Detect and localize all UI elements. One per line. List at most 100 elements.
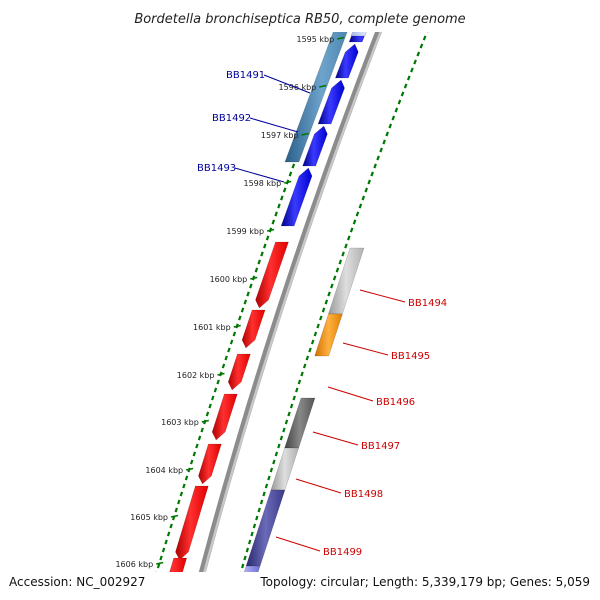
topology-text: Topology: circular; Length: 5,339,179 bp… [259, 575, 590, 589]
map-title: Bordetella bronchiseptica RB50, complete… [134, 12, 465, 27]
cds-reverse-arrow [211, 393, 238, 441]
gene-leader-line [359, 289, 406, 303]
right-tick-dot [385, 131, 389, 137]
cds-forward-arrow [302, 125, 328, 167]
right-tick-dot [419, 43, 424, 49]
gene-label-left: BB1493 [197, 163, 236, 174]
left-tick-dot [195, 443, 199, 449]
gene-leader-line [234, 167, 285, 183]
right-tick-dot [252, 523, 257, 529]
left-tick-dot [265, 235, 270, 241]
left-tick-dot [166, 531, 171, 537]
dark-feature [284, 397, 316, 449]
right-tick-dot [295, 387, 299, 393]
gene-leader-line [249, 117, 299, 133]
right-tick-dot [279, 435, 284, 441]
right-tick-dot [284, 419, 289, 425]
right-tick-dot [289, 403, 294, 409]
left-tick-dot [254, 267, 259, 273]
right-tick-dot [341, 251, 345, 257]
kbp-tick-label: 1599 kbp [226, 227, 264, 236]
right-tick-dot [300, 371, 304, 377]
cds-forward-arrow [317, 79, 345, 125]
gene-leader-line [327, 386, 374, 402]
kbp-tick-mark [319, 84, 327, 88]
purple-feature [245, 489, 286, 567]
right-tick-dot [277, 443, 281, 449]
right-tick-dot [355, 211, 360, 217]
left-tick-dot [159, 555, 163, 561]
right-tick-dot [335, 267, 340, 273]
left-tick-dot [189, 459, 194, 465]
left-tick-dot [179, 491, 184, 497]
right-tick-dot [243, 555, 247, 561]
right-tick-dot [391, 115, 396, 121]
right-tick-dot [388, 123, 393, 129]
kbp-tick-label: 1606 kbp [115, 560, 153, 569]
left-tick-dot [213, 387, 218, 393]
steel-feature [284, 0, 360, 163]
right-tick-dot [422, 35, 427, 41]
gene-label-right: BB1497 [361, 441, 400, 452]
gene-leader-line [263, 74, 311, 94]
right-tick-dot [364, 187, 369, 193]
kbp-tick-label: 1600 kbp [210, 275, 248, 284]
kbp-tick-label: 1597 kbp [261, 131, 299, 140]
left-tick-dot [184, 475, 189, 481]
left-tick-dot [277, 203, 281, 209]
right-tick-dot [361, 195, 366, 201]
backbone-layer [191, 0, 395, 600]
right-tick-dot [264, 483, 269, 489]
left-tick-dot [224, 355, 228, 361]
right-tick-dot [257, 507, 261, 513]
cds-reverse-arrow [227, 353, 251, 391]
right-tick-dot [241, 563, 245, 569]
cds-reverse-arrow [198, 443, 222, 485]
gene-label-right: BB1495 [391, 351, 430, 362]
gene-leader-line [342, 342, 389, 356]
right-tick-dot [349, 227, 354, 233]
right-tick-dot [397, 99, 402, 105]
right-tick-dot [321, 307, 326, 313]
right-tick-dot [324, 299, 329, 305]
gene-leader-line [312, 431, 359, 446]
right-tick-dot [394, 107, 399, 113]
right-tick-dot [262, 491, 266, 497]
right-tick-dot [287, 411, 291, 417]
left-tick-dot [177, 499, 181, 505]
right-tick-dot [413, 59, 417, 65]
gene-label-right: BB1498 [344, 489, 383, 500]
right-tick-dot [379, 147, 383, 153]
left-tick-dot [280, 195, 284, 201]
kbp-tick-label: 1598 kbp [243, 179, 281, 188]
gene-label-right: BB1496 [376, 397, 415, 408]
kbp-tick-mark [284, 180, 292, 184]
cds-reverse-arrow [175, 485, 209, 561]
right-tick-dot [400, 91, 405, 97]
right-tick-dot [255, 515, 259, 521]
kbp-tick-mark [337, 36, 345, 40]
kbp-tick-mark [233, 324, 241, 328]
left-tick-dot [282, 187, 287, 193]
right-tick-dot [248, 539, 252, 545]
left-tick-dot [227, 347, 231, 353]
right-tick-dot [316, 323, 320, 329]
right-tick-dot [297, 379, 302, 385]
right-tick-dot [416, 51, 421, 57]
left-tick-dot [291, 163, 296, 169]
gray-feature [328, 247, 365, 315]
left-tick-dot [232, 331, 237, 337]
right-tick-dot [352, 219, 357, 225]
kbp-tick-mark [217, 372, 225, 376]
accession-text: Accession: NC_002927 [9, 575, 145, 589]
right-tick-dot [347, 235, 351, 241]
right-tick-dot [382, 139, 386, 145]
footer-backdrop [0, 572, 600, 600]
kbp-tick-label: 1595 kbp [297, 35, 335, 44]
kbp-tick-label: 1596 kbp [279, 83, 317, 92]
right-tick-dot [376, 155, 380, 161]
right-tick-dot [269, 467, 274, 473]
right-tick-dot [367, 179, 371, 185]
right-tick-dot [406, 75, 411, 81]
left-tick-dot [249, 283, 253, 289]
